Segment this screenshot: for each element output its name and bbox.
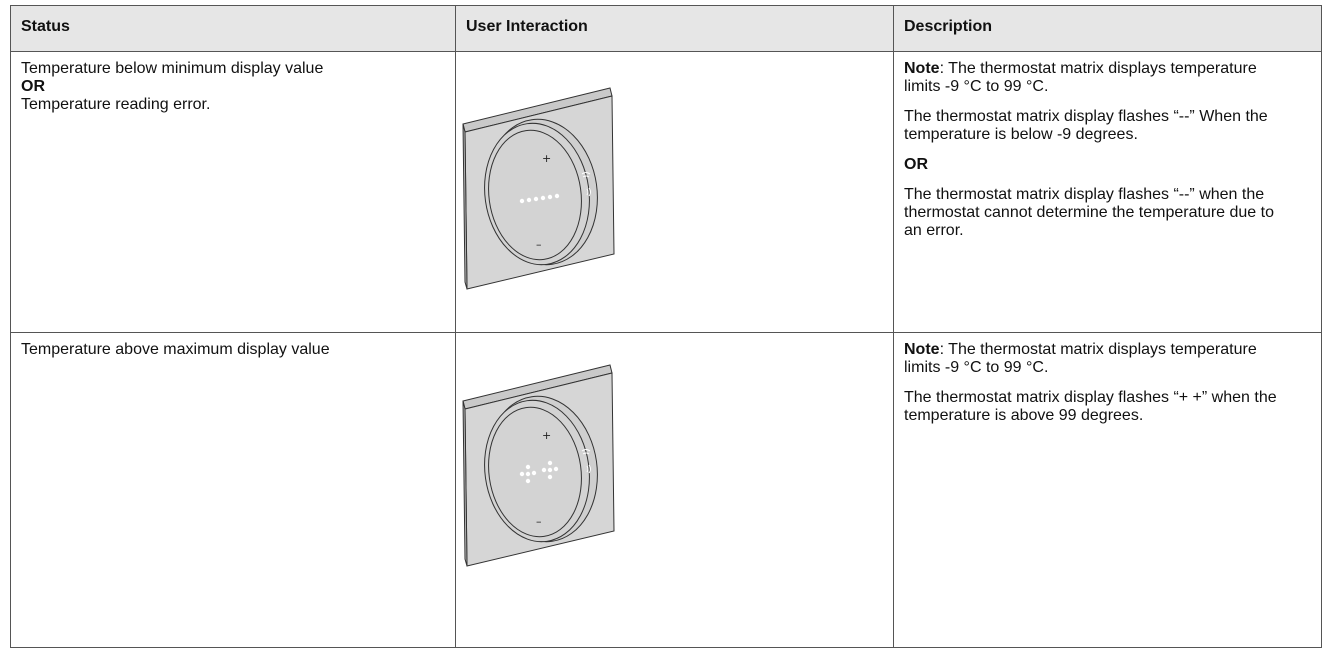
thermostat-image xyxy=(462,364,615,567)
description-paragraph: The thermostat matrix display flashes “-… xyxy=(904,186,1284,240)
paragraph-text: The thermostat matrix display flashes “-… xyxy=(904,186,1274,239)
paragraph-text: : The thermostat matrix displays tempera… xyxy=(904,60,1257,95)
status-line: Temperature reading error. xyxy=(21,96,211,113)
description-cell: Note: The thermostat matrix displays tem… xyxy=(893,51,1322,333)
status-table: Status User Interaction Description Temp… xyxy=(10,5,1322,648)
status-cell: Temperature below minimum display value O… xyxy=(10,51,456,333)
paragraph-text: : The thermostat matrix displays tempera… xyxy=(904,341,1257,376)
bold-text: Note xyxy=(904,60,940,77)
thermostat-image xyxy=(462,87,615,290)
bold-text: Note xyxy=(904,341,940,358)
page: + – Status User Interaction Description … xyxy=(10,5,1322,648)
header-cell: Status xyxy=(10,5,456,52)
description-paragraph: The thermostat matrix display flashes “-… xyxy=(904,108,1284,144)
status-cell: Temperature above maximum display value xyxy=(10,332,456,648)
description-cell: Note: The thermostat matrix displays tem… xyxy=(893,332,1322,648)
header-cell: Description xyxy=(893,5,1322,52)
description-paragraph: OR xyxy=(904,156,1284,174)
status-line: OR xyxy=(21,78,45,95)
paragraph-text: The thermostat matrix display flashes “+… xyxy=(904,389,1277,424)
table-row: Temperature below minimum display value O… xyxy=(10,51,1322,333)
description-paragraph: Note: The thermostat matrix displays tem… xyxy=(904,60,1284,96)
bold-text: OR xyxy=(904,156,928,173)
description-paragraph: Note: The thermostat matrix displays tem… xyxy=(904,341,1284,377)
status-line: Temperature below minimum display value xyxy=(21,60,324,77)
image-cell xyxy=(455,332,894,648)
header-row: Status User Interaction Description xyxy=(10,5,1322,52)
header-cell: User Interaction xyxy=(455,5,894,52)
status-line: Temperature above maximum display value xyxy=(21,341,330,358)
paragraph-text: The thermostat matrix display flashes “-… xyxy=(904,108,1268,143)
table-row: Temperature above maximum display value … xyxy=(10,332,1322,648)
image-cell xyxy=(455,51,894,333)
description-paragraph: The thermostat matrix display flashes “+… xyxy=(904,389,1284,425)
